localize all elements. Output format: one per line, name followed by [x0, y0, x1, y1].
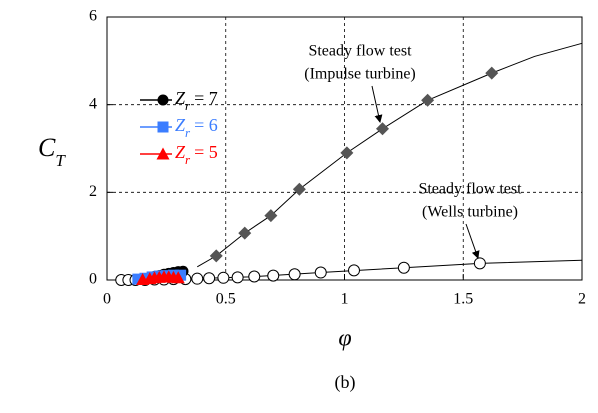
- y-tick-label: 6: [89, 8, 97, 25]
- point: [203, 272, 216, 285]
- annotation: (Impulse turbine): [304, 66, 416, 83]
- caption: (b): [335, 372, 356, 393]
- legend-rest: = 7: [194, 88, 218, 108]
- legend-sub: r: [185, 98, 191, 113]
- point: [376, 122, 389, 136]
- point: [292, 182, 306, 196]
- point: [191, 272, 204, 285]
- y-tick-label: 4: [89, 95, 97, 112]
- x-tick-label: 0.5: [216, 291, 236, 308]
- x-tick-label: 2: [578, 291, 586, 308]
- x-tick-label: 0: [103, 291, 111, 308]
- annotation: (Wells turbine): [422, 204, 518, 221]
- point: [267, 269, 280, 282]
- point: [171, 271, 185, 284]
- point: [473, 257, 486, 270]
- point: [485, 66, 499, 80]
- point: [264, 209, 278, 223]
- point: [231, 271, 244, 284]
- y-axis-label: CT: [38, 133, 66, 170]
- legend-main: Z: [175, 115, 186, 135]
- y-label-main: C: [38, 133, 56, 162]
- point: [340, 146, 354, 160]
- point: [209, 249, 223, 263]
- legend-marker: [156, 147, 170, 160]
- y-tick-label: 2: [89, 183, 97, 200]
- legend-label: Zr = 7: [175, 88, 218, 113]
- point: [421, 93, 435, 107]
- annotation: Steady flow test: [308, 43, 412, 60]
- point: [248, 270, 261, 283]
- point: [175, 269, 187, 281]
- y-tick-label: 0: [89, 271, 97, 288]
- legend-main: Z: [175, 142, 186, 162]
- legend-rest: = 6: [194, 115, 218, 135]
- legend-sub: r: [185, 152, 191, 167]
- point: [288, 268, 301, 281]
- legend-sub: r: [185, 125, 191, 140]
- legend-main: Z: [175, 88, 186, 108]
- legend-label: Zr = 5: [175, 142, 218, 167]
- point: [348, 264, 360, 277]
- point: [238, 226, 252, 240]
- annotation-arrow: [371, 85, 383, 123]
- annotation-arrow: [465, 223, 480, 259]
- legend-marker: [157, 94, 169, 106]
- legend-marker: [157, 121, 169, 133]
- point: [132, 273, 144, 285]
- point: [314, 266, 327, 279]
- x-tick-label: 1.5: [453, 291, 473, 308]
- point: [217, 271, 230, 284]
- annotation: Steady flow test: [418, 181, 522, 198]
- y-label-sub: T: [55, 151, 66, 170]
- x-tick-label: 1: [341, 291, 349, 308]
- x-axis-label: φ: [338, 326, 351, 352]
- point: [397, 261, 410, 274]
- legend-label: Zr = 6: [175, 115, 218, 140]
- legend-rest: = 5: [194, 142, 218, 162]
